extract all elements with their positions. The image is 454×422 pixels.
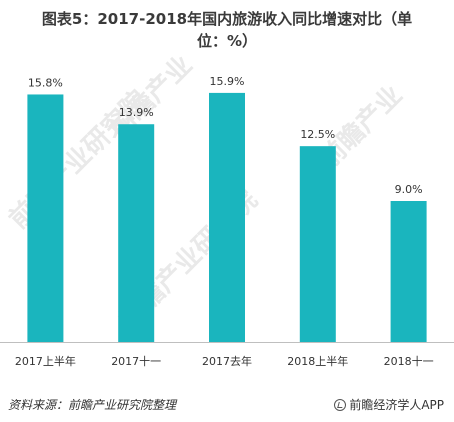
- watermark: 前瞻产业 前瞻产业 前瞻产业研究院 前瞻产业研究院: [3, 49, 408, 334]
- brand-label: 前瞻经济学人APP: [334, 396, 444, 413]
- value-label-4: 9.0%: [395, 183, 423, 196]
- bar-3: [299, 146, 336, 342]
- source-note: 资料来源：前瞻产业研究院整理: [8, 398, 177, 412]
- bar-chart: 前瞻产业 前瞻产业 前瞻产业研究院 前瞻产业研究院 15.8% 13.9% 15.9…: [0, 49, 454, 368]
- category-label-3: 2018上半年: [287, 354, 348, 368]
- bars-group: [27, 92, 427, 343]
- bar-2: [209, 92, 245, 343]
- brand-text: 前瞻经济学人APP: [349, 398, 444, 412]
- category-labels-group: 2017上半年 2017十一 2017去年 2018上半年 2018十一: [15, 354, 434, 368]
- bar-0: [27, 94, 64, 342]
- category-label-0: 2017上半年: [15, 354, 76, 368]
- value-label-1: 13.9%: [119, 106, 154, 119]
- chart-title-line1: 图表5：2017-2018年国内旅游收入同比增速对比（单: [41, 10, 413, 28]
- category-label-2: 2017去年: [202, 354, 252, 368]
- value-label-2: 15.9%: [210, 75, 245, 88]
- category-label-1: 2017十一: [111, 354, 161, 368]
- chart-title: 图表5：2017-2018年国内旅游收入同比增速对比（单 位：%）: [0, 8, 454, 52]
- category-label-4: 2018十一: [384, 354, 434, 368]
- chart-title-line2: 位：%）: [196, 32, 258, 50]
- value-label-3: 12.5%: [300, 128, 335, 141]
- bar-1: [118, 124, 155, 342]
- value-labels-group: 15.8% 13.9% 15.9% 12.5% 9.0%: [28, 75, 423, 196]
- value-label-0: 15.8%: [28, 76, 63, 89]
- qianzhan-logo-icon: [334, 398, 347, 411]
- bar-4: [390, 201, 427, 342]
